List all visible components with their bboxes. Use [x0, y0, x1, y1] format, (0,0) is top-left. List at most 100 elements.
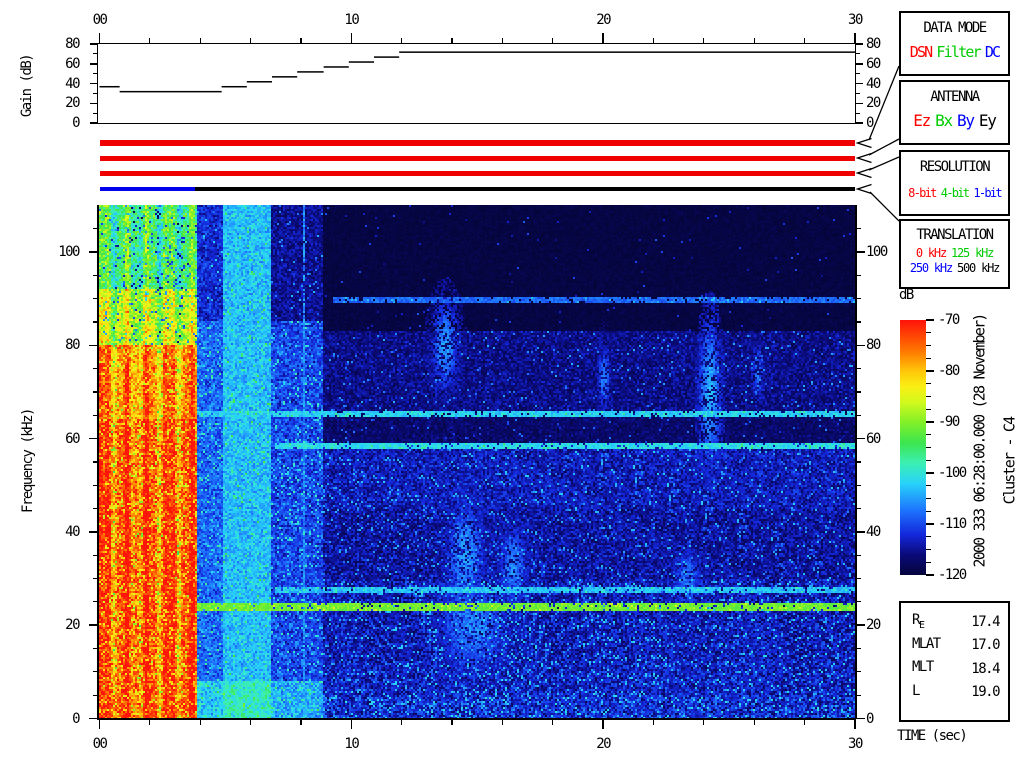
tick: [149, 38, 151, 43]
tick: [401, 38, 403, 43]
tick: [856, 601, 861, 603]
tick-label: 0: [72, 115, 80, 131]
antenna-title: ANTENNA: [930, 89, 980, 105]
tick-label: 60: [65, 430, 80, 447]
tick: [703, 719, 705, 725]
tick: [90, 122, 97, 124]
tick: [501, 719, 503, 725]
tick: [856, 73, 860, 75]
tick: [93, 274, 97, 277]
tick: [98, 719, 101, 729]
tick: [90, 43, 97, 45]
tick: [602, 33, 604, 43]
resolution-4bit: 4-bit: [940, 186, 970, 200]
tick-label: 0: [866, 710, 874, 727]
tick: [926, 370, 934, 372]
antenna-by: By: [957, 111, 975, 130]
data-mode-panel: DATA MODE DSN Filter DC: [899, 11, 1010, 76]
tick: [93, 554, 97, 556]
tick-label: 80: [866, 337, 881, 354]
tick: [926, 344, 931, 347]
tick: [926, 434, 931, 436]
tick-label: -80: [938, 363, 960, 379]
time-xlabel: TIME (sec): [897, 728, 968, 744]
tick: [926, 561, 931, 563]
tick-label: 00: [92, 12, 108, 28]
tick-label: -100: [938, 465, 967, 481]
tick: [652, 719, 655, 725]
tick: [89, 344, 97, 347]
tick-label: 20: [596, 12, 611, 28]
tick: [856, 298, 861, 300]
tick: [856, 368, 861, 370]
tick: [926, 408, 931, 410]
tick-label: -120: [938, 567, 967, 583]
tick: [926, 421, 934, 423]
tick-label: 20: [866, 95, 881, 112]
tick: [703, 38, 705, 43]
resolution-8bit: 8-bit: [908, 186, 937, 200]
tick: [926, 510, 931, 512]
tick: [856, 554, 861, 556]
tick-label: 10: [344, 12, 359, 28]
tick: [856, 112, 860, 114]
data-mode-title: DATA MODE: [923, 20, 987, 36]
tick: [93, 73, 97, 75]
tick: [926, 574, 934, 576]
tick-label: 40: [866, 75, 881, 92]
translation-title: TRANSLATION: [916, 227, 994, 243]
ephemeris-label-mlat: MLAT: [912, 635, 941, 652]
tick: [300, 38, 302, 43]
tick: [856, 344, 865, 347]
antenna-panel: ANTENNA Ez Bx By Ey: [899, 80, 1010, 145]
tick-label: 0: [866, 115, 874, 131]
tick-label: 20: [866, 617, 881, 634]
tick: [856, 647, 861, 650]
tick: [926, 446, 931, 449]
tick: [350, 719, 353, 729]
tick: [93, 601, 97, 603]
ephemeris-row-re: RE 17.4: [901, 610, 1008, 634]
tick: [926, 357, 931, 359]
resolution-title: RESOLUTION: [919, 159, 991, 175]
tick: [856, 391, 861, 393]
tick: [854, 33, 856, 43]
tick: [93, 92, 97, 94]
tick: [93, 391, 97, 393]
tick-label: 20: [65, 95, 80, 112]
data-mode-dsn: DSN: [909, 43, 933, 61]
tick: [93, 694, 97, 696]
ephemeris-label-re: R: [912, 612, 920, 629]
tick: [856, 122, 863, 124]
tick: [89, 717, 97, 720]
spectrogram-right-axis: [855, 205, 857, 719]
tick-label: 60: [65, 55, 80, 72]
antenna-ez: Ez: [913, 111, 931, 130]
tick: [804, 38, 806, 43]
tick: [926, 548, 931, 551]
tick: [501, 38, 503, 43]
data-mode-dc: DC: [984, 43, 1001, 61]
tick-label: -110: [938, 516, 967, 532]
tick: [856, 321, 861, 323]
ephemeris-value-mlat: 17.0: [971, 637, 1000, 654]
ephemeris-value-mlt: 18.4: [971, 660, 1000, 677]
ephemeris-value-re: 17.4: [971, 613, 1000, 630]
tick: [89, 624, 97, 626]
tick: [451, 38, 453, 43]
gain-plot-canvas: [99, 44, 855, 123]
spectrogram-canvas: [99, 205, 855, 718]
tick: [856, 717, 865, 720]
ephemeris-label-mlt: MLT: [912, 659, 934, 676]
tick: [552, 719, 554, 725]
tick: [93, 671, 97, 673]
tick: [856, 43, 863, 45]
tick: [149, 719, 151, 725]
translation-125khz: 125 kHz: [950, 246, 994, 260]
tick: [90, 63, 97, 65]
tick: [602, 719, 604, 729]
tick: [93, 577, 97, 580]
status-bar-antenna: [99, 155, 855, 161]
tick-label: 40: [65, 523, 80, 540]
ephemeris-row-l: L 19.0: [901, 681, 1008, 705]
